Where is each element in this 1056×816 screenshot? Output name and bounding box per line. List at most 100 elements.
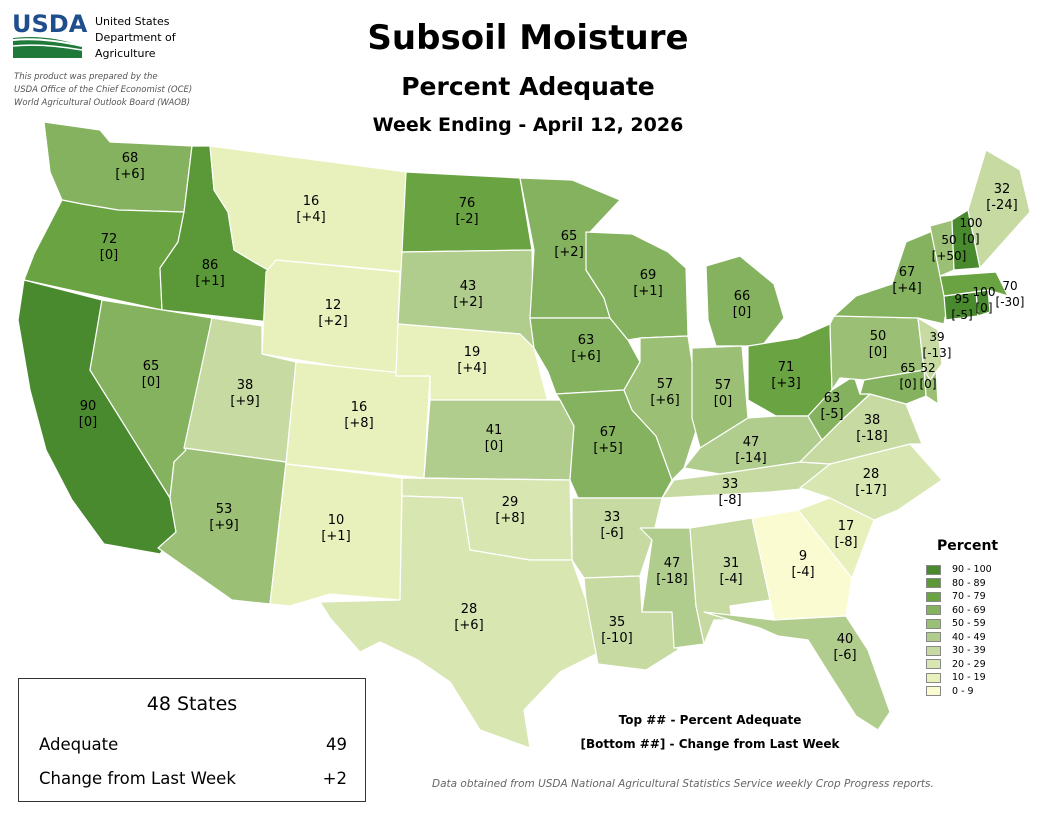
state-change-in: [0] [714, 394, 732, 409]
state-change-ks: [0] [485, 439, 503, 454]
state-ny [833, 227, 949, 325]
state-change-vt: [+50] [932, 249, 967, 263]
state-value-nh: 100 [960, 216, 983, 230]
state-il [623, 335, 701, 481]
summary-label: Change from Last Week [39, 769, 236, 788]
state-change-pa: [0] [869, 345, 887, 360]
state-value-nj: 39 [929, 330, 944, 344]
state-change-nv: [0] [142, 375, 160, 390]
map-title: Subsoil Moisture [367, 18, 689, 58]
prepared-line-3: World Agricultural Outlook Board (WAOB) [14, 98, 191, 108]
state-me [967, 149, 1031, 269]
legend-swatch [926, 578, 941, 589]
legend-item: 60 - 69 [926, 604, 1046, 618]
state-change-ca: [0] [79, 415, 97, 430]
legend-swatch [926, 632, 941, 643]
state-value-co: 16 [351, 400, 368, 415]
week-ending: Week Ending - April 12, 2026 [372, 114, 684, 136]
summary-row-adequate: Adequate 49 [39, 735, 347, 754]
state-value-ut: 38 [237, 378, 254, 393]
legend-label: 60 - 69 [952, 604, 986, 616]
state-value-vt: 50 [941, 233, 956, 247]
legend-label: 50 - 59 [952, 618, 986, 630]
state-change-ia: [+6] [571, 349, 600, 364]
state-value-wa: 68 [122, 151, 139, 166]
legend-label: 80 - 89 [952, 577, 986, 589]
prepared-line-1: This product was prepared by the [14, 72, 158, 82]
state-tx [319, 495, 605, 749]
legend-swatch [926, 645, 941, 656]
state-change-me: [-24] [986, 198, 1017, 213]
state-nj [917, 317, 943, 381]
state-change-or: [0] [100, 248, 118, 263]
prepared-by-note: This product was prepared by the USDA Of… [14, 71, 192, 110]
state-change-mo: [+5] [593, 441, 622, 456]
legend-label: 30 - 39 [952, 645, 986, 657]
state-value-ms: 47 [664, 556, 681, 571]
note-bottom: [Bottom ##] - Change from Last Week [580, 737, 840, 751]
state-change-ne: [+4] [457, 361, 486, 376]
state-change-sc: [-8] [834, 535, 857, 550]
state-value-nm: 10 [328, 513, 345, 528]
state-mi [705, 255, 785, 347]
state-change-co: [+8] [344, 416, 373, 431]
state-change-va: [-18] [856, 429, 887, 444]
state-change-mi: [0] [733, 305, 751, 320]
state-value-id: 86 [202, 258, 219, 273]
state-value-oh: 71 [778, 360, 795, 375]
state-value-va: 38 [864, 413, 881, 428]
state-value-ny: 67 [899, 265, 916, 280]
state-change-ma: [-30] [996, 295, 1025, 309]
legend-item: 30 - 39 [926, 644, 1046, 658]
legend: Percent 90 - 100 80 - 89 70 - 79 60 - 69 50 … [926, 538, 1046, 698]
state-value-tx: 28 [461, 602, 478, 617]
note-top: Top ## - Percent Adequate [618, 713, 802, 727]
state-change-md: [0] [900, 377, 917, 391]
summary-value: 49 [326, 735, 347, 754]
state-change-nm: [+1] [321, 529, 350, 544]
legend-label: 0 - 9 [952, 685, 974, 697]
state-change-ga: [-4] [791, 565, 814, 580]
state-change-de: [0] [920, 377, 937, 391]
state-change-la: [-10] [601, 631, 632, 646]
state-change-ky: [-14] [735, 451, 766, 466]
state-change-mt: [+4] [296, 210, 325, 225]
state-change-nd: [-2] [455, 212, 478, 227]
state-value-al: 31 [723, 556, 740, 571]
state-value-tn: 33 [722, 477, 739, 492]
state-value-ca: 90 [80, 399, 97, 414]
state-value-ma: 70 [1002, 279, 1017, 293]
state-value-sc: 17 [838, 519, 855, 534]
state-change-sd: [+2] [453, 295, 482, 310]
state-value-mo: 67 [600, 425, 617, 440]
state-value-ky: 47 [743, 435, 760, 450]
state-value-nc: 28 [863, 467, 880, 482]
source-note: Data obtained from USDA National Agricul… [432, 778, 934, 790]
state-mt [209, 145, 407, 273]
legend-label: 40 - 49 [952, 631, 986, 643]
state-change-nh: [0] [963, 232, 980, 246]
state-value-mt: 16 [303, 194, 320, 209]
state-change-ok: [+8] [495, 511, 524, 526]
legend-label: 70 - 79 [952, 591, 986, 603]
state-value-ar: 33 [604, 510, 621, 525]
agency-line-3: Agriculture [95, 47, 156, 60]
legend-item: 90 - 100 [926, 563, 1046, 577]
state-change-tx: [+6] [454, 618, 483, 633]
label-notes: Top ## - Percent Adequate [Bottom ##] - … [540, 708, 880, 756]
agency-line-2: Department of [95, 31, 176, 44]
legend-item: 20 - 29 [926, 658, 1046, 672]
usda-logo: USDA [12, 10, 192, 66]
state-value-or: 72 [101, 232, 118, 247]
summary-box: 48 States Adequate 49 Change from Last W… [18, 678, 366, 802]
legend-swatch [926, 605, 941, 616]
state-value-wi: 69 [640, 268, 657, 283]
state-la [583, 575, 679, 671]
state-value-in: 57 [715, 378, 732, 393]
summary-title: 48 States [146, 693, 238, 715]
state-value-il: 57 [657, 377, 674, 392]
state-value-nd: 76 [459, 196, 476, 211]
legend-swatch [926, 564, 941, 575]
usda-logo-mark: USDA [12, 10, 88, 58]
